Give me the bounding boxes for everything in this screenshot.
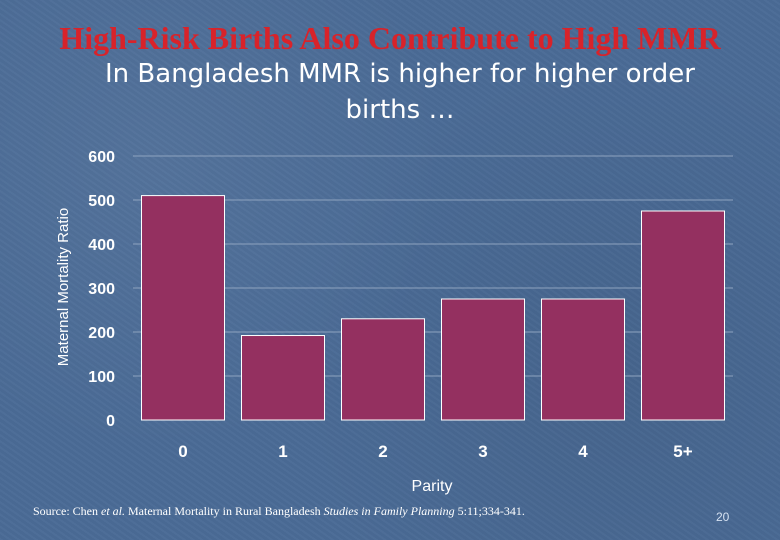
gridlines — [133, 155, 733, 377]
source-prefix: Source: Chen — [33, 504, 101, 518]
source-citation: Source: Chen et al. Maternal Mortality i… — [33, 504, 693, 519]
slide-title: High-Risk Births Also Contribute to High… — [59, 20, 721, 56]
y-tick-label: 400 — [88, 237, 115, 254]
x-tick-label: 0 — [178, 442, 187, 461]
bar-4 — [541, 298, 625, 421]
x-axis-label: Parity — [412, 478, 453, 495]
slide-subtitle: In Bangladesh MMR is higher for higher o… — [105, 59, 695, 125]
bar-2 — [341, 318, 425, 421]
x-tick-labels: 0 1 2 3 4 5+ — [178, 442, 692, 461]
bar-3 — [441, 298, 525, 421]
y-tick-label: 100 — [88, 369, 115, 386]
y-tick-label: 500 — [88, 193, 115, 210]
x-tick-label: 2 — [378, 442, 387, 461]
bar-0 — [141, 195, 225, 421]
source-journal: Studies in Family Planning — [323, 504, 455, 518]
bar-5+ — [641, 210, 725, 421]
source-etal: et al. — [101, 504, 125, 518]
mmr-bar-chart: 0 100 200 300 400 500 600 0 1 2 3 4 5+ Maternal Mor… — [55, 149, 733, 495]
y-tick-label: 0 — [106, 413, 115, 430]
x-tick-label: 3 — [478, 442, 487, 461]
source-middle: Maternal Mortality in Rural Bangladesh — [125, 504, 324, 518]
bars — [141, 195, 725, 421]
y-tick-labels: 0 100 200 300 400 500 600 — [88, 149, 115, 430]
x-tick-label: 1 — [278, 442, 287, 461]
y-tick-label: 300 — [88, 281, 115, 298]
y-axis-label: Maternal Mortality Ratio — [55, 208, 72, 366]
x-tick-label: 4 — [578, 442, 588, 461]
page-number: 20 — [716, 510, 730, 524]
y-tick-label: 200 — [88, 325, 115, 342]
source-suffix: 5:11;334-341. — [454, 504, 525, 518]
bar-1 — [241, 335, 325, 421]
y-tick-label: 600 — [88, 149, 115, 166]
x-tick-label: 5+ — [673, 442, 692, 461]
